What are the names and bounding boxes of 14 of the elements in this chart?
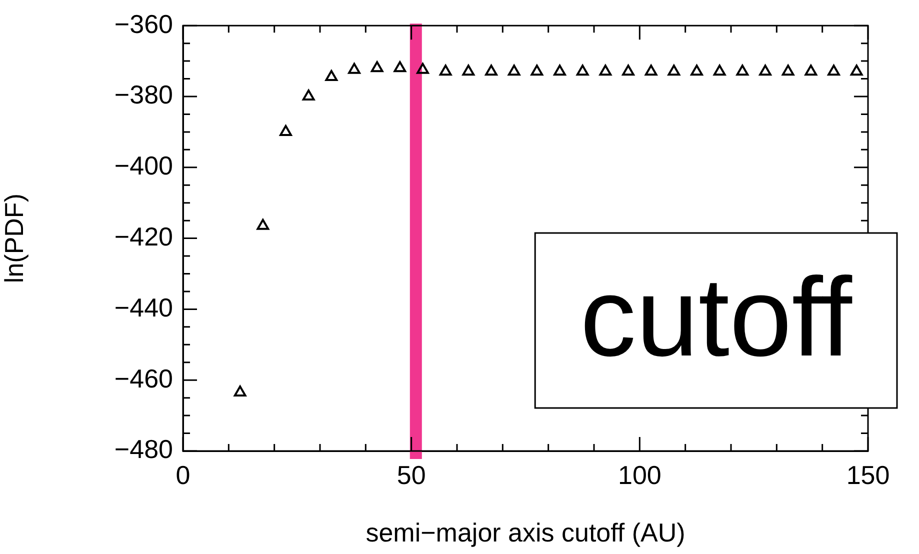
y-tick-label: −420	[114, 221, 173, 252]
y-tick-label: −380	[114, 80, 173, 110]
y-axis-title: ln(PDF)	[0, 194, 29, 284]
y-tick-label: −400	[114, 150, 173, 181]
x-axis-title: semi−major axis cutoff (AU)	[366, 518, 686, 548]
x-tick-label: 50	[396, 460, 426, 490]
y-tick-label: −440	[114, 292, 173, 322]
x-tick-label: 150	[846, 460, 890, 490]
x-tick-label: 100	[618, 460, 662, 490]
y-tick-label: −480	[114, 434, 173, 464]
x-tick-label: 0	[176, 460, 190, 490]
y-tick-label: −460	[114, 363, 173, 394]
y-tick-label: −360	[114, 8, 173, 39]
annotation: cutoff	[580, 254, 853, 380]
